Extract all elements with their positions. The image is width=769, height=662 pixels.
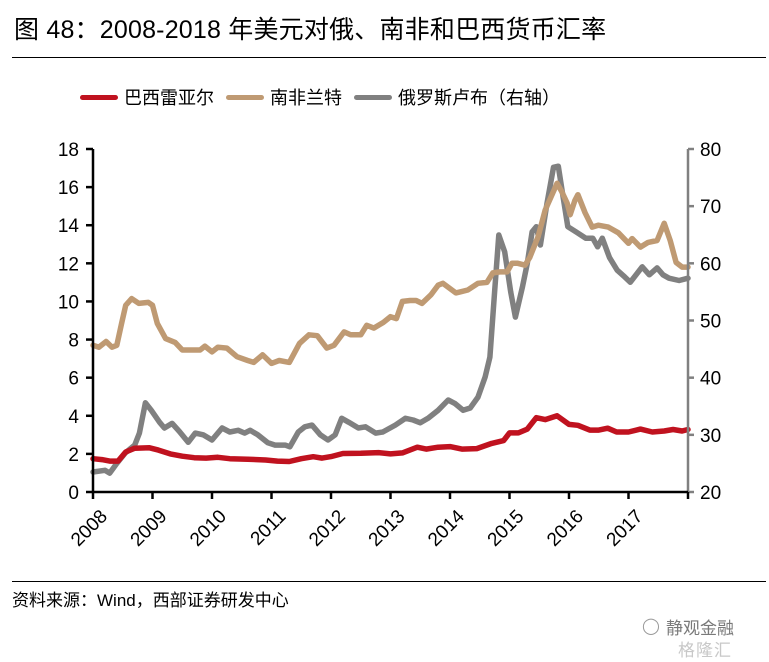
x-tick-label: 2010: [186, 506, 231, 551]
legend-label-rub: 俄罗斯卢布（右轴）: [398, 88, 560, 108]
x-tick-label: 2014: [424, 506, 469, 551]
chart-title: 图 48：2008-2018 年美元对俄、南非和巴西货币汇率: [14, 14, 606, 46]
x-tick-label: 2017: [603, 506, 648, 551]
right-y-tick-label: 50: [700, 312, 721, 333]
left-y-tick-label: 10: [58, 292, 79, 313]
title-divider: [12, 57, 766, 58]
legend-swatch-brl: [80, 94, 118, 100]
left-y-tick-label: 16: [58, 178, 79, 199]
legend-label-brl: 巴西雷亚尔: [124, 88, 214, 108]
source-divider: [12, 581, 766, 582]
right-y-tick-label: 60: [700, 254, 721, 275]
right-y-tick-label: 40: [700, 369, 721, 390]
series-line-2: [90, 163, 691, 476]
watermark-site: 格隆汇: [678, 641, 732, 660]
right-y-tick-label: 20: [700, 483, 721, 504]
axes-layer: 0 2 4 6 8 10 12 14 16 18 20 30 40 50 60 70 80 2008 2009 201…: [58, 140, 721, 551]
left-y-tick-label: 4: [68, 407, 79, 428]
left-y-tick-label: 14: [58, 216, 80, 237]
series-line-1: [90, 180, 691, 367]
watermark: ◯ 静观金融 格隆汇: [640, 612, 765, 660]
left-y-tick-label: 6: [68, 369, 79, 390]
legend-item-zar: 南非兰特: [226, 84, 342, 110]
x-tick-label: 2012: [305, 506, 350, 551]
left-y-tick-label: 2: [68, 445, 79, 466]
wechat-icon: ◯: [642, 618, 660, 635]
legend-swatch-rub: [354, 94, 392, 100]
series-layer: [90, 163, 691, 476]
title-text: 2008-2018 年美元对俄、南非和巴西货币汇率: [99, 16, 607, 44]
watermark-account: 静观金融: [666, 619, 734, 638]
x-tick-label: 2016: [543, 506, 588, 551]
right-y-tick-label: 30: [700, 426, 721, 447]
right-y-tick-label: 70: [700, 197, 721, 218]
x-tick-label: 2011: [247, 506, 291, 550]
legend-item-brl: 巴西雷亚尔: [80, 84, 214, 110]
x-tick-label: 2015: [484, 506, 529, 551]
legend: 巴西雷亚尔 南非兰特 俄罗斯卢布（右轴）: [80, 82, 572, 112]
legend-swatch-zar: [226, 94, 264, 100]
left-y-tick-label: 18: [58, 140, 79, 161]
figure-number: 图 48：: [14, 16, 100, 44]
legend-item-rub: 俄罗斯卢布（右轴）: [354, 84, 560, 110]
right-y-tick-label: 80: [700, 140, 721, 161]
line-chart: 0 2 4 6 8 10 12 14 16 18 20 30 40 50 60 70 80 2008 2009 201…: [58, 140, 721, 551]
legend-label-zar: 南非兰特: [270, 88, 342, 108]
left-y-tick-label: 12: [58, 254, 79, 275]
x-tick-label: 2013: [365, 506, 410, 551]
x-tick-label: 2009: [127, 506, 172, 551]
series-line-0: [90, 413, 691, 465]
left-y-tick-label: 8: [68, 331, 79, 352]
source-note: 资料来源：Wind，西部证券研发中心: [12, 591, 289, 610]
left-y-tick-label: 0: [68, 483, 79, 504]
x-tick-label: 2008: [67, 506, 112, 551]
